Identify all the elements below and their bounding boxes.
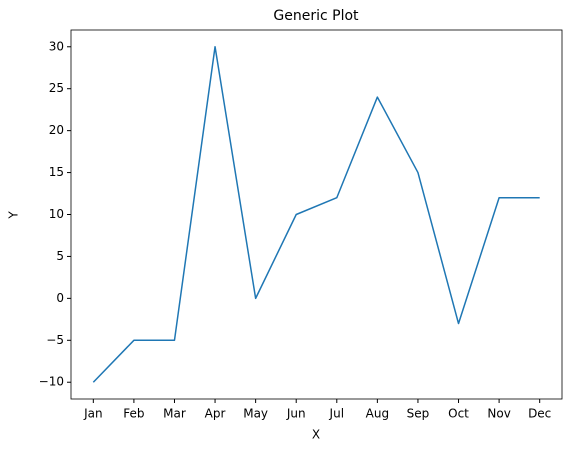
x-tick-label: Dec [528, 407, 551, 421]
y-tick-label: 15 [49, 165, 64, 179]
x-tick-label: Apr [205, 407, 226, 421]
x-tick-label: Aug [366, 407, 389, 421]
x-axis-label: X [312, 428, 320, 442]
x-tick-label: Oct [448, 407, 469, 421]
y-axis-label: Y [7, 211, 21, 220]
y-tick-label: 0 [56, 291, 64, 305]
x-tick-label: Mar [163, 407, 186, 421]
y-tick-label: 20 [49, 123, 64, 137]
y-tick-label: 10 [49, 207, 64, 221]
x-tick-label: Jul [329, 407, 344, 421]
y-tick-label: 30 [49, 39, 64, 53]
plot-frame [70, 29, 563, 400]
y-tick-label: 25 [49, 81, 64, 95]
data-line [92, 46, 540, 383]
chart-title: Generic Plot [273, 8, 359, 24]
y-tick-label: 5 [56, 249, 64, 263]
x-tick-label: May [243, 407, 268, 421]
y-tick-label: −10 [39, 375, 64, 389]
x-tick-label: Nov [487, 407, 510, 421]
x-tick-label: Jan [83, 407, 103, 421]
x-tick-label: Sep [407, 407, 430, 421]
y-tick-label: −5 [46, 333, 64, 347]
x-tick-label: Jun [286, 407, 306, 421]
x-tick-label: Feb [123, 407, 144, 421]
